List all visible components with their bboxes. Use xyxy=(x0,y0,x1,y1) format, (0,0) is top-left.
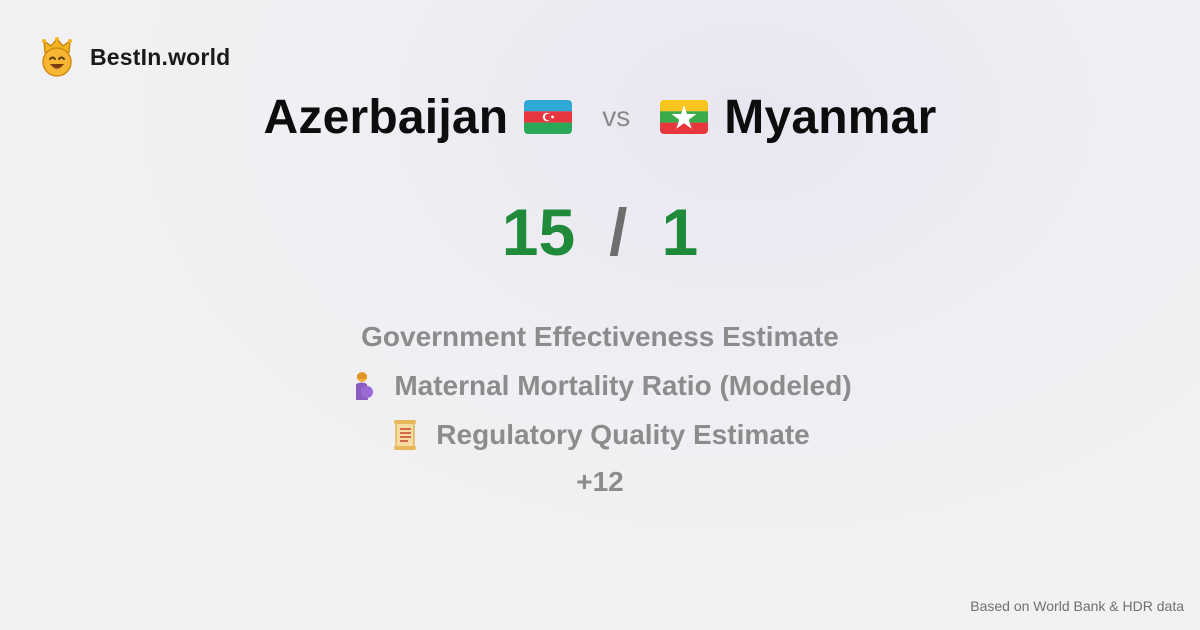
metric-item[interactable]: Maternal Mortality Ratio (Modeled) xyxy=(0,361,1200,410)
metric-label: Maternal Mortality Ratio (Modeled) xyxy=(394,369,852,401)
metric-list: Government Effectiveness Estimate Matern… xyxy=(0,312,1200,504)
brand-name: BestIn.world xyxy=(90,43,231,70)
score: 15 / 1 xyxy=(0,192,1200,272)
metric-label: Government Effectiveness Estimate xyxy=(361,320,839,352)
metric-item[interactable]: Regulatory Quality Estimate xyxy=(0,410,1200,459)
right-country-name[interactable]: Myanmar xyxy=(724,90,937,144)
vs-label: vs xyxy=(602,101,631,132)
comparison-title: Azerbaijan vs Myanmar xyxy=(0,84,1200,150)
smiling-crown-icon xyxy=(42,37,72,77)
azerbaijan-flag-icon xyxy=(524,100,573,134)
right-score: 1 xyxy=(661,195,699,269)
metric-item[interactable]: Government Effectiveness Estimate xyxy=(0,312,1200,361)
pregnant-woman-icon xyxy=(356,371,374,400)
scroll-icon xyxy=(394,419,417,450)
myanmar-flag-icon xyxy=(660,100,709,134)
score-separator: / xyxy=(609,195,628,269)
left-score: 15 xyxy=(501,195,576,269)
brand[interactable]: BestIn.world xyxy=(38,36,230,78)
data-source-note: Based on World Bank & HDR data xyxy=(970,598,1184,614)
metric-label: Regulatory Quality Estimate xyxy=(436,418,810,450)
left-country-name[interactable]: Azerbaijan xyxy=(263,90,509,144)
more-metrics-count[interactable]: +12 xyxy=(576,466,624,497)
